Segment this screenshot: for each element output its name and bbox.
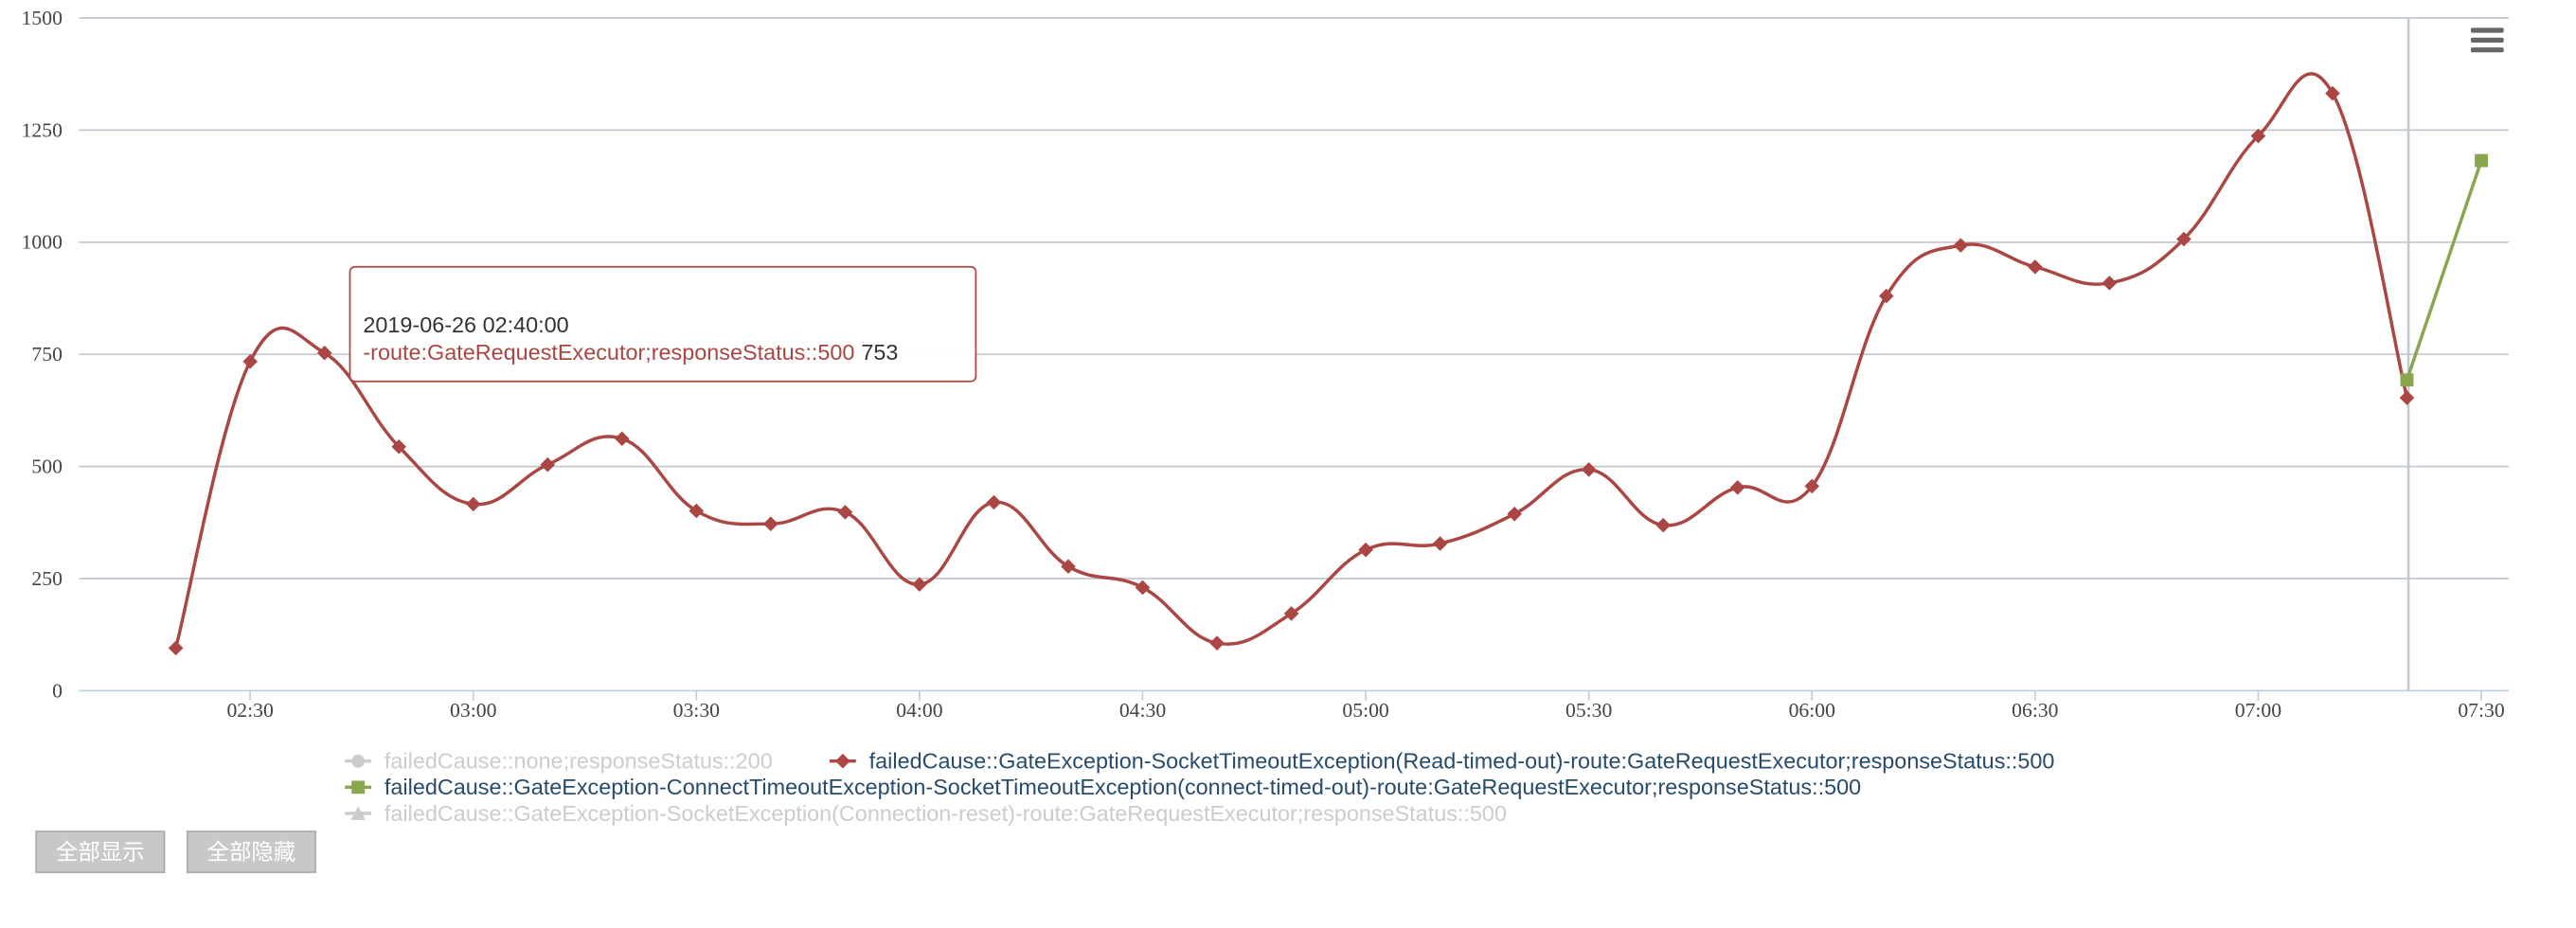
menu-bar — [2470, 37, 2504, 43]
legend-marker — [351, 780, 366, 794]
point — [2399, 390, 2415, 405]
point — [1581, 462, 1597, 477]
y-tick-label: 1250 — [22, 118, 63, 141]
x-tick-label: 05:00 — [1342, 699, 1388, 722]
legend-label: failedCause::GateException-SocketTimeout… — [869, 749, 2055, 774]
series-line — [2405, 160, 2483, 381]
point — [837, 505, 853, 520]
point — [242, 353, 258, 369]
y-tick-label: 500 — [31, 455, 62, 478]
point — [540, 456, 556, 473]
y-tick-label: 1500 — [22, 7, 63, 29]
x-tick-label: 06:30 — [2012, 699, 2058, 722]
point — [1061, 559, 1076, 574]
y-tick-label: 750 — [31, 343, 62, 366]
tooltip: 2019-06-26 02:40:00 -route:GateRequestExe… — [349, 265, 977, 383]
y-tick-label: 250 — [31, 567, 62, 590]
button[interactable]: 全部显示 — [35, 830, 166, 874]
point — [912, 577, 927, 592]
y-tick-label: 1000 — [22, 231, 63, 254]
point — [1209, 635, 1225, 651]
point — [2475, 153, 2488, 168]
x-tick-label: 05:30 — [1565, 699, 1612, 722]
x-tick-label: 07:30 — [2458, 699, 2504, 722]
legend-label: failedCause::GateException-ConnectTimeou… — [385, 775, 1861, 799]
button-bg — [186, 830, 316, 874]
legend-item[interactable]: failedCause::GateException-ConnectTimeou… — [345, 775, 1861, 799]
x-tick-label: 04:30 — [1119, 699, 1166, 722]
legend-marker — [835, 753, 850, 769]
point — [2325, 85, 2340, 101]
button[interactable]: 全部隐藏 — [186, 830, 316, 874]
point — [763, 516, 778, 531]
point — [614, 431, 630, 447]
menu-bar — [2470, 27, 2504, 33]
legend-item[interactable]: failedCause::GateException-SocketExcepti… — [345, 801, 1507, 826]
point — [1283, 606, 1299, 621]
point — [168, 640, 184, 656]
point — [2102, 276, 2118, 291]
y-tick-label: 0 — [52, 679, 63, 702]
legend-item[interactable]: failedCause::GateException-SocketTimeout… — [830, 749, 2054, 774]
button-label: 全部显示 — [56, 839, 145, 864]
menu-icon[interactable] — [2470, 27, 2504, 53]
button-bg — [35, 830, 166, 874]
button-label: 全部隐藏 — [207, 839, 296, 864]
point — [2028, 259, 2043, 275]
point — [465, 496, 481, 512]
x-tick-label: 02:30 — [226, 699, 273, 722]
x-tick-label: 07:00 — [2235, 699, 2281, 722]
point — [391, 438, 407, 455]
point — [1953, 238, 1969, 253]
x-tick-label: 03:00 — [450, 699, 496, 722]
point — [986, 494, 1002, 510]
tooltip-label: -route:GateRequestExecutor;responseStatu… — [363, 340, 854, 365]
x-tick-label: 03:30 — [673, 699, 720, 722]
legend-item[interactable]: failedCause::none;responseStatus::200 — [345, 749, 773, 774]
point — [2400, 373, 2414, 387]
menu-bar — [2470, 47, 2504, 53]
legend-label: failedCause::none;responseStatus::200 — [385, 749, 773, 774]
tooltip-row: -route:GateRequestExecutor;responseStatu… — [363, 340, 898, 365]
point — [1135, 580, 1151, 596]
point — [1655, 517, 1672, 533]
x-tick-label: 06:00 — [1789, 699, 1835, 722]
point — [316, 345, 332, 361]
legend-marker — [350, 806, 366, 820]
legend-label: failedCause::GateException-SocketExcepti… — [385, 801, 1507, 826]
legend-marker — [351, 754, 366, 768]
tooltip-box — [349, 265, 977, 383]
point — [1804, 478, 1820, 494]
point — [1729, 480, 1745, 495]
point — [1358, 542, 1373, 558]
x-tick-label: 04:00 — [896, 699, 942, 722]
point — [1432, 536, 1448, 551]
tooltip-value: 753 — [861, 340, 898, 365]
tooltip-title: 2019-06-26 02:40:00 — [363, 312, 568, 337]
point — [1507, 507, 1522, 522]
point — [1878, 288, 1894, 304]
